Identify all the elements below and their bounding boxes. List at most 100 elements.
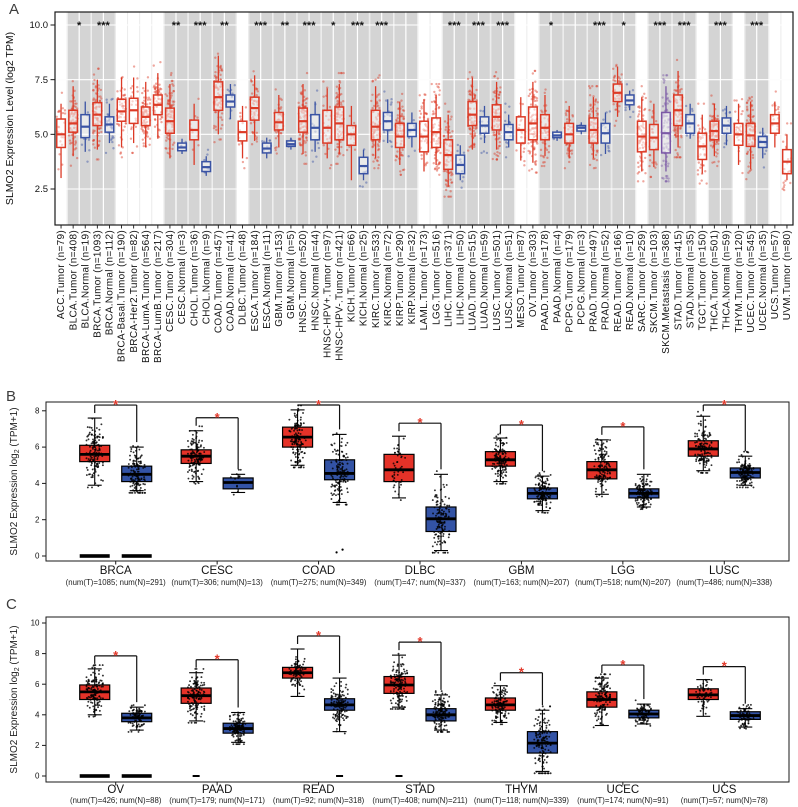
boxplot-column: [526, 705, 559, 775]
scatter-points: [288, 404, 307, 469]
boxplot-column-HNSC.Tumor: [297, 71, 309, 166]
boxplot-column-PCPG.Normal: [576, 122, 587, 135]
boxplot-column-CHOL.Normal: [201, 148, 212, 176]
scatter-points: [634, 699, 653, 727]
x-axis-label: HNSC-HPV-.Tumor (n=421): [335, 230, 346, 361]
boxplot-column-UCEC.Normal: [757, 127, 768, 169]
boxplot-column-LUSC.Tumor: [491, 71, 502, 161]
significance-star: *: [113, 648, 119, 663]
significance-bracket: *: [94, 397, 138, 443]
significance-star: *: [316, 397, 322, 412]
scatter-points: [228, 711, 248, 746]
boxplot-column-READ.Normal: [624, 83, 635, 119]
svg-text:**: **: [220, 20, 229, 32]
cancer-type-label: UCEC: [607, 784, 640, 796]
boxplot-column: [729, 703, 761, 730]
boxplot-column: [383, 435, 415, 502]
x-axis-label: OV.Tumor (n=303): [528, 230, 539, 317]
x-axis-label: KICH.Normal (n=25): [359, 230, 370, 326]
sample-count-label: (num(T)=163; num(N)=207): [474, 578, 570, 587]
box: [68, 109, 79, 133]
significance-star: *: [417, 634, 423, 649]
boxplot-column: [687, 410, 719, 474]
significance-bracket: *: [601, 657, 645, 700]
boxplot-column: [526, 470, 559, 514]
boxplot-column-PRAD.Normal: [599, 110, 612, 157]
x-axis-label: SKCM.Tumor (n=103): [649, 230, 660, 333]
svg-text:***: ***: [496, 20, 510, 32]
scatter-points: [736, 450, 755, 489]
x-axis-label: PCPG.Normal (n=3): [576, 230, 587, 325]
boxplot-column: [425, 470, 457, 554]
cancer-type-label: LUSC: [709, 565, 740, 577]
scatter-points: [491, 432, 510, 485]
boxplot-column-MESO.Tumor: [515, 97, 527, 167]
svg-text:***: ***: [448, 20, 462, 32]
boxplot-column-UVM.Tumor: [781, 122, 793, 192]
y-axis-title: SLMO2 Expression log2 (TPM+1): [9, 407, 21, 555]
box: [383, 453, 415, 483]
x-axis-label: LIHC.Tumor (n=371): [443, 230, 454, 327]
boxplot-column-BLCA.Normal: [80, 101, 91, 163]
x-axis-label: TGCT.Tumor (n=150): [697, 230, 708, 330]
cancer-type-label: PAAD: [202, 784, 232, 796]
boxplot-column-KIRP.Normal: [406, 112, 417, 158]
x-axis-label: PAAD.Normal (n=4): [552, 230, 563, 323]
y-tick-label: 2: [35, 741, 40, 750]
x-axis-label: ACC.Tumor (n=79): [56, 230, 67, 319]
scatter-points: [391, 437, 407, 502]
significance-star: *: [519, 665, 525, 680]
scatter-points: [186, 667, 206, 724]
scatter-points: [186, 425, 206, 485]
boxplot-column-THYM.Tumor: [733, 97, 744, 175]
scatter-points: [330, 432, 349, 506]
significance-star: *: [417, 415, 423, 430]
scatter-points: [634, 474, 654, 511]
svg-text:***: ***: [750, 20, 764, 32]
x-axis-label: COAD.Tumor (n=457): [214, 230, 225, 333]
boxplot-column: [383, 652, 415, 777]
x-axis-label: READ.Normal (n=10): [625, 230, 636, 330]
boxplot-column-SKCM.Tumor: [648, 100, 659, 179]
boxplot-column-KICH.Tumor: [345, 105, 357, 181]
cancer-type-label: DLBC: [405, 565, 436, 577]
svg-text:***: ***: [472, 20, 486, 32]
boxplot-column-READ.Tumor: [612, 63, 623, 127]
x-axis-label: CESC.Normal (n=3): [177, 230, 188, 324]
cancer-type-label: UCS: [712, 784, 737, 796]
x-axis-label: CHOL.Tumor (n=36): [189, 230, 200, 326]
y-tick-label: 6: [35, 443, 40, 452]
svg-text:*: *: [331, 20, 336, 32]
svg-text:**: **: [281, 20, 290, 32]
x-axis-label: COAD.Normal (n=41): [226, 230, 237, 331]
boxplot-column-HNSC-HPV-.Tumor: [333, 71, 345, 166]
boxplot-column: [323, 432, 356, 554]
sample-count-label: (num(T)=306; num(N)=13): [171, 578, 263, 587]
boxplot-column-KIRP.Tumor: [394, 92, 406, 176]
boxplot-column-LGG.Tumor: [430, 82, 442, 176]
boxplot-column-PRAD.Tumor: [587, 85, 599, 170]
boxplot-column-KIRC.Normal: [382, 90, 393, 148]
boxplot-column-CESC.Tumor: [164, 71, 176, 159]
cancer-type-label: THYM: [505, 784, 538, 796]
boxplot-column-KIRC.Tumor: [370, 74, 382, 170]
boxplot-column: [484, 682, 517, 726]
x-axis-label: HNSC.Normal (n=44): [310, 230, 321, 331]
x-axis-label: LGG.Tumor (n=516): [431, 230, 442, 325]
svg-text:***: ***: [653, 20, 667, 32]
boxplot-column: [729, 450, 761, 489]
significance-star: *: [316, 628, 322, 643]
sample-count-label: (num(T)=426; num(N)=88): [70, 796, 162, 805]
significance-bracket: *: [398, 634, 442, 690]
boxplot-column-GBM.Tumor: [273, 88, 285, 155]
x-axis-label: CHOL.Normal (n=9): [201, 230, 212, 324]
boxplot-column-LAML.Tumor: [418, 93, 430, 172]
boxplot-column-KICH.Normal: [358, 148, 369, 188]
x-axis-label: STAD.Tumor (n=415): [673, 230, 684, 330]
x-axis-label: THCA.Tumor (n=501): [710, 230, 721, 331]
cancer-type-label: BRCA: [100, 565, 132, 577]
sample-count-label: (num(T)=92; num(N)=318): [273, 796, 365, 805]
x-axis-label: BRCA.Normal (n=112): [105, 230, 116, 335]
boxplot-column: [222, 711, 254, 746]
x-axis-label: UCEC.Normal (n=35): [758, 230, 769, 331]
